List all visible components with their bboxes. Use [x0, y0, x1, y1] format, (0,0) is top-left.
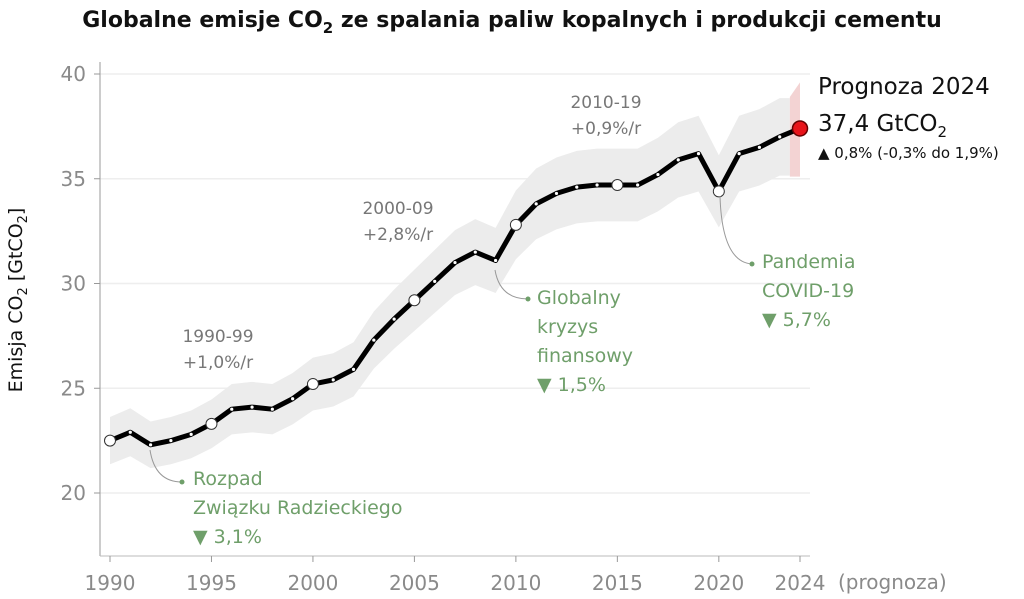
data-point: [712, 185, 725, 198]
chart-title: Globalne emisje CO2 ze spalania paliw ko…: [82, 8, 942, 37]
event-change: ▼ 3,1%: [193, 526, 262, 548]
x-tick-label: 1990: [85, 571, 136, 595]
x-tick-label: 2015: [592, 571, 643, 595]
forecast-change: ▲ 0,8% (-0,3% do 1,9%): [818, 144, 999, 162]
data-point: [453, 260, 457, 265]
data-point: [656, 172, 660, 177]
data-point: [778, 135, 782, 139]
decade-period: 1990-99: [182, 327, 253, 347]
event-leader-line: [149, 449, 183, 483]
x-tick-label: 2020: [693, 571, 744, 595]
decade-period: 2010-19: [570, 93, 641, 113]
y-tick-label: 20: [61, 481, 86, 505]
data-point: [270, 407, 274, 411]
data-point: [291, 397, 295, 401]
event-label: Rozpad: [193, 468, 263, 490]
data-point: [611, 179, 624, 192]
forecast-value: 37,4 GtCO2: [818, 111, 947, 141]
data-point: [250, 405, 254, 409]
data-point: [169, 439, 173, 443]
y-tick-label: 35: [61, 167, 86, 191]
event-change: ▼ 5,7%: [762, 309, 831, 331]
data-point: [595, 183, 599, 187]
data-point: [575, 185, 579, 189]
event-dot: [525, 296, 531, 302]
event-leader-line: [494, 269, 529, 300]
data-point: [757, 145, 762, 149]
event-label: finansowy: [537, 345, 633, 367]
y-axis-label: Emisja CO2 [GtCO2]: [5, 208, 31, 393]
data-point: [372, 338, 376, 342]
x-tick-suffix: (prognoza): [838, 570, 947, 594]
data-point: [408, 294, 421, 307]
data-point: [696, 152, 701, 156]
forecast-title: Prognoza 2024: [818, 74, 990, 100]
data-point: [128, 430, 132, 434]
x-tick-label: 2024: [775, 571, 826, 595]
event-label: Pandemia: [762, 251, 855, 273]
y-tick-label: 25: [61, 376, 86, 400]
decade-rate: +0,9%/r: [571, 119, 641, 139]
data-point: [148, 443, 153, 447]
uncertainty-band: [110, 98, 790, 469]
event-change: ▼ 1,5%: [537, 374, 606, 396]
data-point: [534, 202, 538, 206]
event-label: Globalny: [537, 287, 621, 309]
event-label: Związku Radzieckiego: [193, 497, 402, 519]
data-point: [351, 367, 356, 371]
event-dot: [749, 261, 755, 267]
data-point: [493, 258, 498, 263]
data-point: [509, 218, 522, 231]
data-point: [306, 378, 319, 391]
data-point: [392, 317, 396, 321]
forecast-point: [791, 120, 809, 137]
data-point: [205, 417, 218, 430]
x-tick-label: 2000: [287, 571, 338, 595]
decade-rate: +1,0%/r: [183, 353, 253, 373]
x-tick-label: 2010: [490, 571, 541, 595]
decade-rate: +2,8%/r: [363, 225, 433, 245]
decade-period: 2000-09: [362, 199, 433, 219]
data-point: [433, 279, 437, 284]
data-point: [331, 378, 335, 382]
data-point: [636, 183, 640, 187]
data-point: [104, 434, 116, 447]
data-point: [230, 407, 234, 411]
event-dot: [179, 479, 185, 485]
x-tick-label: 1995: [186, 571, 237, 595]
y-tick-label: 30: [61, 272, 86, 296]
x-tick-label: 2005: [389, 571, 440, 595]
data-point: [554, 191, 559, 196]
data-point: [676, 158, 680, 162]
event-label: COVID-19: [762, 280, 854, 302]
event-label: kryzys: [537, 316, 598, 338]
event-leader-line: [719, 195, 753, 265]
data-point: [737, 152, 741, 156]
data-point: [189, 432, 193, 436]
data-point: [473, 250, 477, 254]
y-tick-label: 40: [61, 62, 86, 86]
